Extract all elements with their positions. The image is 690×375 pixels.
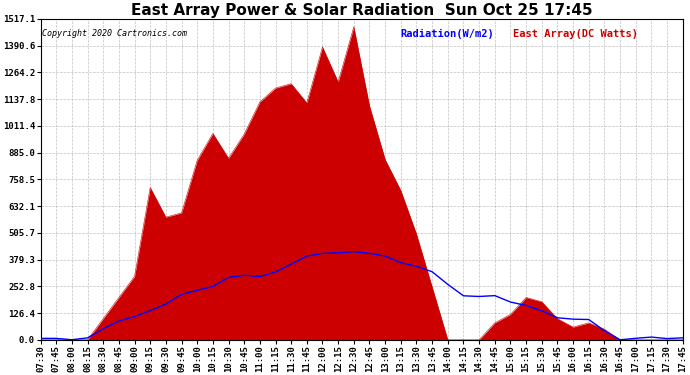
Text: Radiation(W/m2): Radiation(W/m2) <box>400 28 494 39</box>
Title: East Array Power & Solar Radiation  Sun Oct 25 17:45: East Array Power & Solar Radiation Sun O… <box>131 3 593 18</box>
Text: East Array(DC Watts): East Array(DC Watts) <box>513 28 638 39</box>
Text: Copyright 2020 Cartronics.com: Copyright 2020 Cartronics.com <box>42 28 187 38</box>
